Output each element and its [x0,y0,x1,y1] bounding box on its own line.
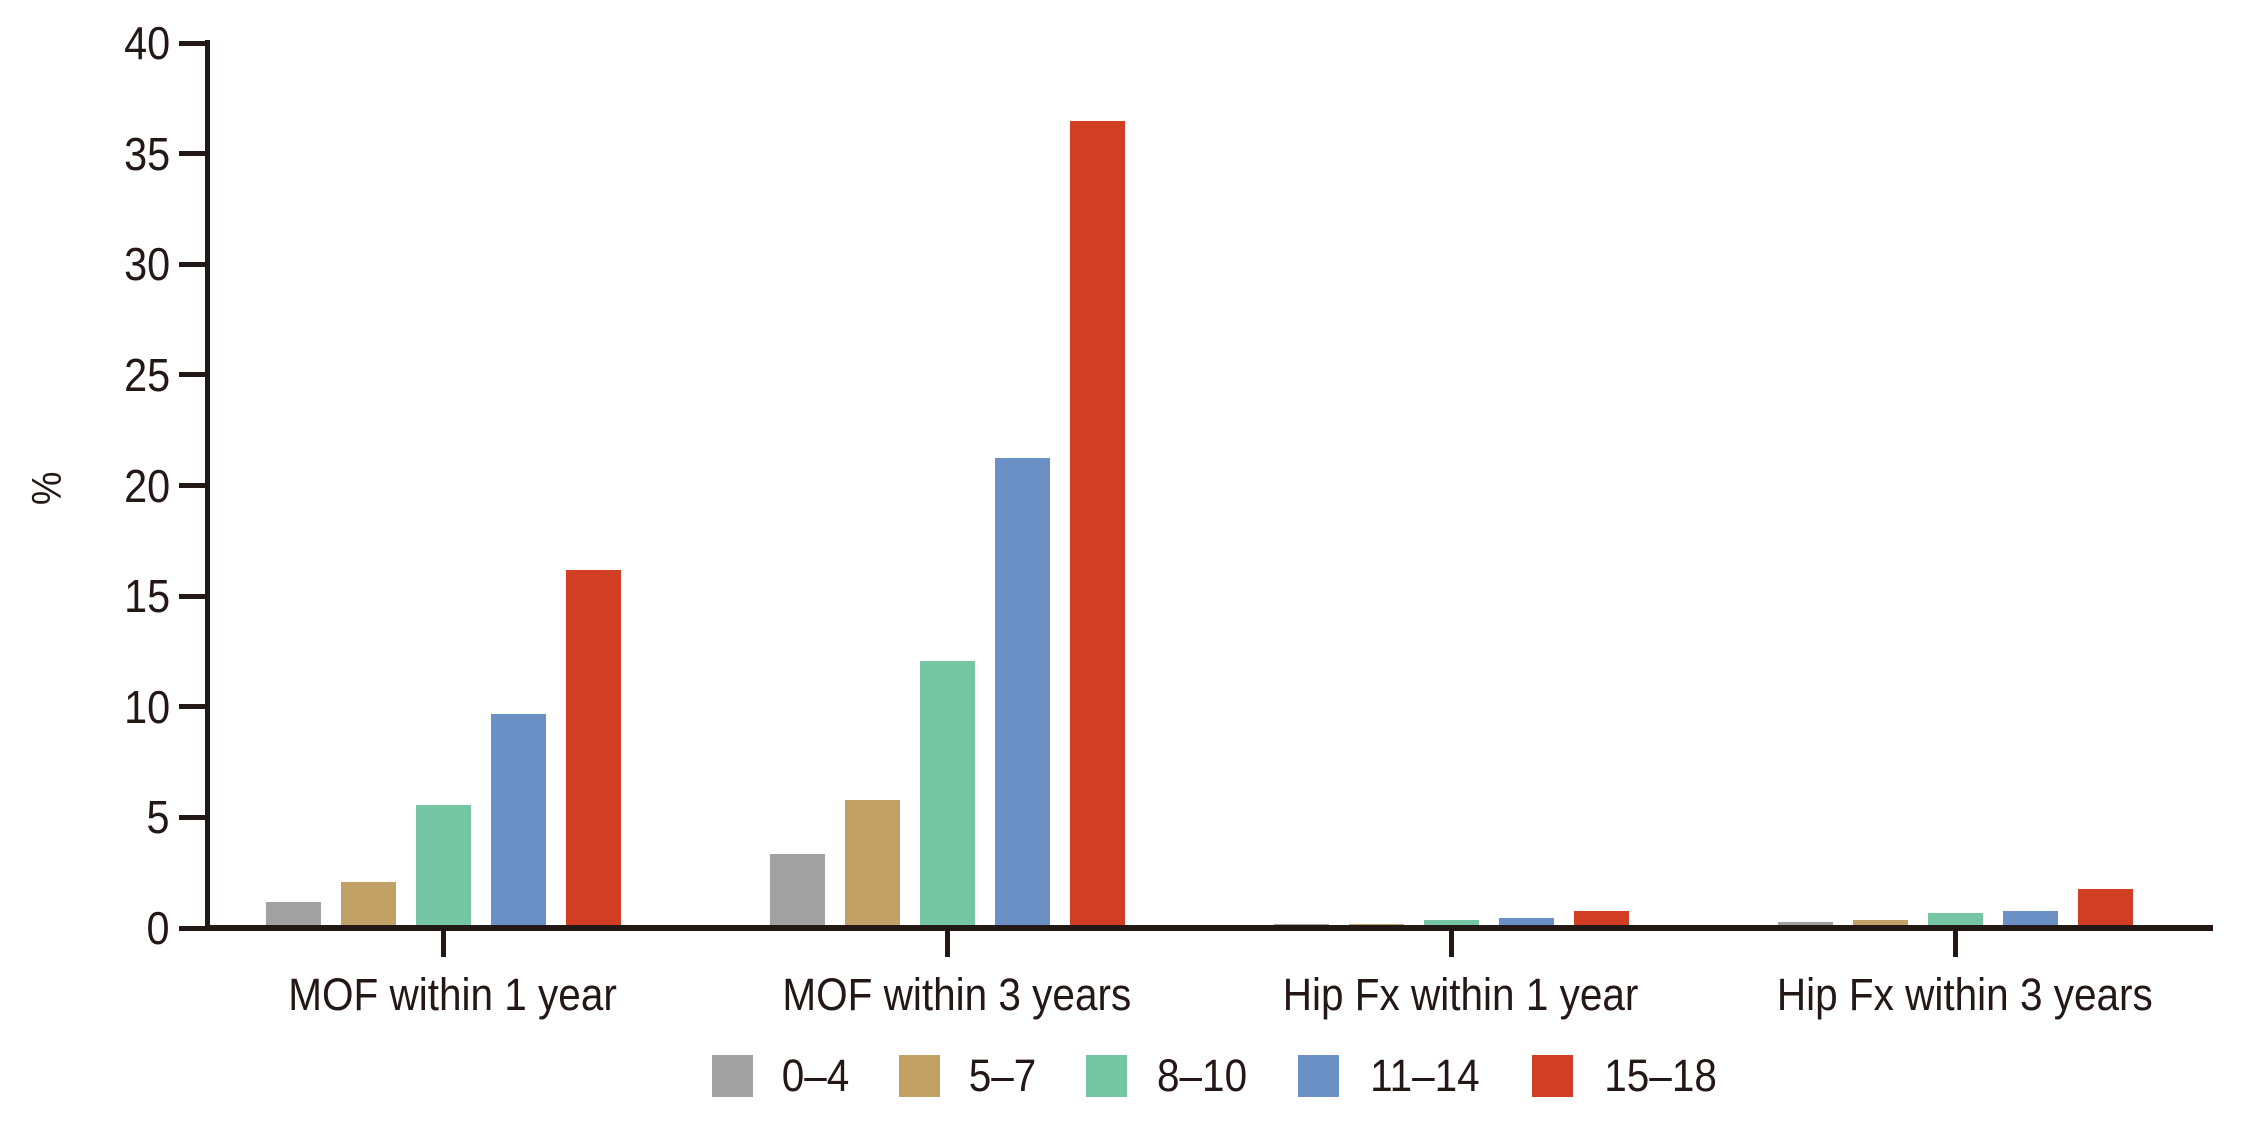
y-axis-tick-label: 35 [30,131,170,177]
y-axis-tick [179,151,205,157]
bar-hip-fx-within-3-years-15–18 [2077,889,2133,931]
legend-swatch [712,1054,753,1097]
y-axis-tick-value: 30 [123,238,170,291]
x-axis-line [205,925,2213,931]
legend-label: 5–7 [965,1053,1040,1098]
category-label-text: Hip Fx within 1 year [1283,969,1639,1020]
legend-swatch [1532,1054,1574,1097]
legend-label-text: 0–4 [781,1050,850,1101]
legend-label: 11–14 [1364,1053,1486,1098]
y-axis-tick [179,814,205,820]
legend: 0–4 5–7 8–10 11–14 15–18 [712,1053,1723,1098]
y-axis-tick-value: 0 [146,902,170,954]
y-axis-tick-value: 25 [123,348,170,401]
y-axis-tick-value: 20 [123,459,170,512]
y-axis-tick-label: 25 [30,352,170,398]
bar-mof-within-3-years-5–7 [844,800,900,931]
y-axis-tick [179,261,205,267]
category-label-text: Hip Fx within 3 years [1777,969,2153,1020]
category-label-text: MOF within 1 year [288,969,618,1020]
legend-label: 0–4 [778,1053,853,1098]
bar-mof-within-3-years-0–4 [769,854,825,931]
legend-item: 8–10 [1086,1053,1252,1098]
legend-label-text: 11–14 [1370,1050,1481,1101]
y-axis-tick-value: 40 [123,17,170,69]
category-label: MOF within 3 years [677,972,1237,1017]
category-label: Hip Fx within 1 year [1181,972,1741,1017]
y-axis-tick-value: 15 [123,570,170,623]
category-label: Hip Fx within 3 years [1685,972,2243,1017]
category-label: MOF within 1 year [173,972,733,1017]
x-axis-tick [1448,931,1454,957]
legend-label-text: 15–18 [1604,1050,1717,1101]
x-axis-tick [944,931,950,957]
y-axis-tick-value: 35 [123,127,170,180]
legend-item: 11–14 [1298,1053,1486,1098]
bar-mof-within-3-years-8–10 [919,661,975,931]
y-axis-tick-label: 30 [30,241,170,287]
y-axis-tick [179,593,205,599]
y-axis-line [205,40,210,931]
bar-mof-within-1-year-11–14 [490,714,546,931]
x-axis-tick [1952,931,1958,957]
bar-mof-within-1-year-8–10 [415,805,471,931]
legend-swatch [1298,1054,1340,1097]
y-axis-tick-value: 10 [123,680,170,733]
y-axis-tick [179,925,205,931]
y-axis-tick [179,483,205,488]
y-axis-tick-label: 15 [30,573,170,619]
x-axis-tick [440,931,446,957]
y-axis-tick [179,372,205,378]
y-axis-tick-label: 10 [30,684,170,730]
category-label-text: MOF within 3 years [782,969,1132,1020]
legend-item: 0–4 [712,1053,853,1098]
y-axis-tick-label: 5 [30,794,170,840]
legend-swatch [1086,1054,1128,1097]
y-axis-tick-label: 40 [30,20,170,66]
legend-label-text: 5–7 [968,1050,1037,1101]
legend-label: 8–10 [1152,1053,1252,1098]
bar-mof-within-1-year-5–7 [340,882,396,931]
legend-item: 5–7 [899,1053,1040,1098]
bar-mof-within-1-year-15–18 [565,570,621,931]
y-axis-tick-label: 20 [30,463,170,509]
y-axis-tick-label: 0 [30,905,170,951]
bar-mof-within-3-years-15–18 [1069,121,1125,931]
legend-label: 15–18 [1598,1053,1723,1098]
y-axis-tick [179,704,205,710]
bar-mof-within-3-years-11–14 [994,458,1050,931]
legend-item: 15–18 [1532,1053,1723,1098]
legend-label-text: 8–10 [1157,1050,1248,1101]
y-axis-tick-value: 5 [146,791,170,844]
y-axis-tick [179,40,205,46]
legend-swatch [899,1054,941,1097]
